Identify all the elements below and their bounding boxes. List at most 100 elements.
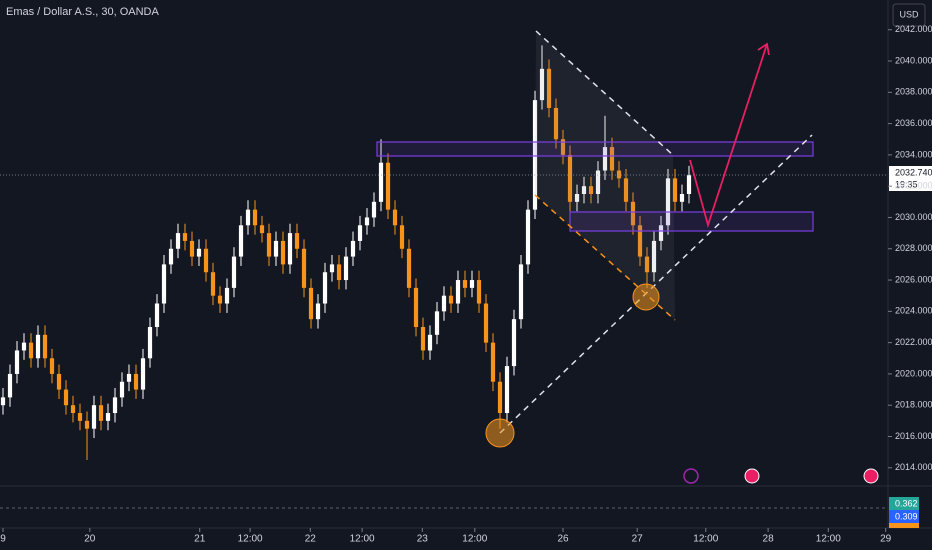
support-zone [569,211,814,232]
y-tick-label: 2026.000 [895,274,932,284]
candle-body [294,233,300,249]
candle-body [378,162,384,202]
candle-body [287,233,293,265]
candle-body [567,154,573,202]
candle-body [399,225,405,249]
candle-body [168,248,174,265]
candle-body [658,225,664,241]
x-tick-label: 12:00 [816,534,841,545]
candle-body [518,264,524,320]
candle-body [189,240,195,257]
candle-body [406,248,412,288]
candle-body [539,68,545,101]
candle-body [483,303,489,343]
candle-body [588,186,594,194]
candle-body [623,178,629,202]
y-tick-label: 2036.000 [895,118,932,128]
event-icon[interactable] [683,468,699,484]
candle-body [469,280,475,288]
candle-body [595,170,601,194]
candle-body [336,264,342,281]
candle-body [56,373,62,390]
y-tick-label: 2022.000 [895,337,932,347]
currency-label: USD [899,9,919,19]
candle-body [672,178,678,202]
candle-body [147,326,153,359]
y-tick-label: 2014.000 [895,462,932,472]
candle-body [0,397,6,406]
candle-body [420,326,426,351]
y-tick-label: 2040.000 [895,55,932,65]
candle-body [140,358,146,390]
candle-body [119,381,125,398]
candle-body [217,295,223,304]
x-tick-label: 26 [557,534,569,545]
chart-title: Emas / Dollar A.S., 30, OANDA [6,6,159,18]
candle-body [476,280,482,304]
y-tick-label: 2034.000 [895,149,932,159]
x-tick-label: 12:00 [462,534,487,545]
candle-body [574,194,580,202]
candle-body [49,358,55,374]
candle-body [245,209,251,226]
candle-body [280,240,286,265]
y-tick-label: 2032.000 [895,181,932,191]
candle-body [273,240,279,257]
candle-body [91,405,97,429]
candle-body [231,256,237,288]
x-tick-label: 27 [632,534,644,545]
trendline [535,30,674,156]
candle-body [70,405,76,414]
candle-body [462,280,468,288]
candle-body [35,334,41,359]
x-tick-label: 21 [194,534,206,545]
y-tick-label: 2024.000 [895,306,932,316]
pivot-circle [632,283,660,311]
candle-body [210,272,216,296]
candle-body [441,295,447,312]
candle-body [350,240,356,257]
candle-body [644,256,650,273]
candle-body [343,256,349,281]
x-tick-label: 22 [305,534,317,545]
y-tick-label: 2016.000 [895,431,932,441]
candle-body [329,264,335,273]
candle-body [42,334,48,359]
candle-body [413,287,419,327]
candle-body [448,295,454,304]
trendline [499,134,813,434]
candle-body [266,233,272,257]
y-tick-label: 2020.000 [895,368,932,378]
candle-body [133,373,139,390]
candle-body [84,420,90,429]
osc-value: 0.362 [895,498,918,508]
candle-body [322,272,328,304]
x-tick-label: 23 [417,534,429,545]
candle-body [28,342,34,359]
candle-body [196,248,202,257]
candle-body [392,209,398,226]
y-tick-label: 2030.000 [895,212,932,222]
candle-body [455,280,461,304]
candle-body [182,233,188,241]
osc-box [889,510,919,523]
event-icon[interactable] [863,468,879,484]
candle-body [665,178,671,226]
candle-body [686,175,692,194]
event-icon[interactable] [744,468,760,484]
candle-body [560,139,566,155]
currency-button[interactable] [892,3,926,27]
candle-body [154,303,160,327]
candle-body [385,162,391,210]
candle-body [161,264,167,304]
candle-body [532,100,538,210]
candle-body [105,413,111,421]
candle-body [14,350,20,374]
candle-body [175,233,181,249]
candle-body [637,225,643,257]
candle-body [511,319,517,367]
x-tick-label: 9 [0,534,6,545]
candle-body [126,373,132,382]
candle-body [259,225,265,234]
forecast-arrow [689,43,768,229]
